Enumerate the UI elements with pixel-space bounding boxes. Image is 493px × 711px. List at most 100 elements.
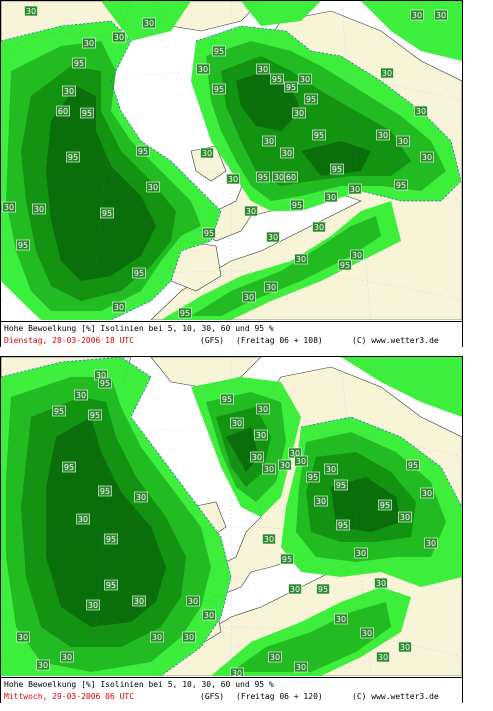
contour-label: 30 <box>282 149 292 158</box>
contour-label-box <box>268 651 282 663</box>
contour-label-box <box>244 205 258 217</box>
contour-label-box <box>2 201 16 213</box>
contour-label: 30 <box>252 453 262 462</box>
contour-label: 30 <box>280 461 290 470</box>
contour-label: 95 <box>106 535 116 544</box>
contour-label: 30 <box>184 633 194 642</box>
contour-label: 95 <box>306 95 316 104</box>
contour-label-box <box>380 67 394 79</box>
contour-label: 30 <box>378 653 388 662</box>
map-caption-top: Hohe Bewoelkung [%] Isolinien bei 5, 10,… <box>1 321 462 347</box>
contour-label: 30 <box>400 643 410 652</box>
map-caption-bottom: Hohe Bewoelkung [%] Isolinien bei 5, 10,… <box>1 677 462 703</box>
model-run: (Freitag 06 + 108) <box>236 336 323 345</box>
contour-label-box <box>16 631 30 643</box>
contour-label-box <box>256 171 270 183</box>
contour-label-box <box>266 231 280 243</box>
contour-label-box <box>314 495 328 507</box>
isolines-bottom <box>1 357 462 676</box>
contour-label: 30 <box>114 303 124 312</box>
contour-label-box <box>354 547 368 559</box>
contour-label-box <box>378 499 392 511</box>
contour-label: 95 <box>100 487 110 496</box>
contour-label-box <box>98 485 112 497</box>
contour-label: 95 <box>396 181 406 190</box>
contour-label: 95 <box>340 261 350 270</box>
contour-label: 30 <box>258 405 268 414</box>
contour-label-box <box>82 37 96 49</box>
contour-label: 95 <box>336 481 346 490</box>
contour-label-box <box>62 461 76 473</box>
contour-label: 95 <box>318 585 328 594</box>
contour-label-box <box>72 57 86 69</box>
contour-label-box <box>410 9 424 21</box>
contour-label: 95 <box>102 209 112 218</box>
contour-label: 95 <box>214 85 224 94</box>
contour-label-box <box>288 583 302 595</box>
contour-label-box <box>104 579 118 591</box>
contour-label-box <box>230 667 244 676</box>
contour-label-box <box>186 595 200 607</box>
contour-label: 30 <box>264 535 274 544</box>
contour-label: 30 <box>294 109 304 118</box>
contour-label: 30 <box>296 255 306 264</box>
contour-label: 30 <box>244 293 254 302</box>
contour-label-box <box>66 151 80 163</box>
contour-label: 30 <box>96 371 106 380</box>
contour-label-box <box>196 63 210 75</box>
contour-label-box <box>414 105 428 117</box>
contour-label-box <box>24 5 38 17</box>
contour-label: 30 <box>362 629 372 638</box>
contour-label-box <box>80 107 94 119</box>
contour-label: 30 <box>76 391 86 400</box>
contour-label-box <box>312 129 326 141</box>
contour-label: 30 <box>198 65 208 74</box>
contour-label: 30 <box>270 653 280 662</box>
contour-label: 30 <box>34 205 44 214</box>
contour-label: 60 <box>286 173 296 182</box>
contour-label-box <box>420 151 434 163</box>
contour-label-box <box>254 429 268 441</box>
contour-label: 30 <box>232 419 242 428</box>
contour-label-box <box>406 459 420 471</box>
contour-label-box <box>262 463 276 475</box>
weather-map-panel-top: 30 30 30 30 95 30 60 95 95 95 95 95 95 30 30 30 30 30 95 30… <box>0 0 463 347</box>
contour-label: 95 <box>286 83 296 92</box>
contour-label: 30 <box>134 597 144 606</box>
contour-label: 30 <box>356 549 366 558</box>
contour-label: 30 <box>336 615 346 624</box>
contour-label: 95 <box>74 59 84 68</box>
contour-label-box <box>134 491 148 503</box>
contour-label: 30 <box>144 19 154 28</box>
contour-label: 95 <box>64 463 74 472</box>
contour-label: 30 <box>326 193 336 202</box>
contour-label-box <box>100 207 114 219</box>
contour-label-box <box>398 641 412 653</box>
forecast-date: Dienstag, 28-03-2006 18 UTC <box>4 336 135 345</box>
contour-label-box <box>376 129 390 141</box>
contour-label-box <box>264 281 278 293</box>
contour-label-box <box>200 147 214 159</box>
contour-label-box <box>104 533 118 545</box>
contour-label: 95 <box>380 501 390 510</box>
contour-label: 95 <box>180 309 190 318</box>
contour-label-box <box>250 451 264 463</box>
contour-label-box <box>142 17 156 29</box>
contour-label: 30 <box>264 465 274 474</box>
contour-label: 95 <box>134 269 144 278</box>
contour-label: 95 <box>18 241 28 250</box>
contour-label-box <box>394 179 408 191</box>
cloud-cover-map-top: 30 30 30 30 95 30 60 95 95 95 95 95 95 30 30 30 30 30 95 30… <box>1 1 462 320</box>
contour-label-box <box>294 253 308 265</box>
contour-label: 30 <box>18 633 28 642</box>
contour-label: 95 <box>68 153 78 162</box>
isolines-top <box>1 20 462 320</box>
contour-label: 30 <box>412 11 422 20</box>
contour-label: 95 <box>332 165 342 174</box>
contour-label: 30 <box>314 223 324 232</box>
model-run: (Freitag 06 + 120) <box>236 692 323 701</box>
contour-label-box <box>230 417 244 429</box>
contour-label-box <box>256 63 270 75</box>
